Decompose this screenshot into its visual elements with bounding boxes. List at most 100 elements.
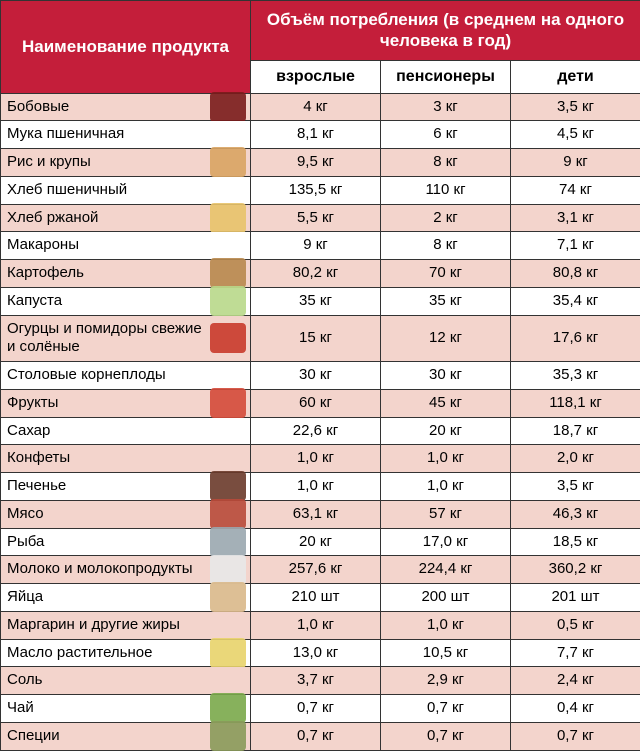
table-row: Огурцы и помидоры свежие и солёные15 кг1… — [1, 315, 640, 362]
table-row: Соль3,7 кг2,9 кг2,4 кг — [1, 667, 640, 695]
value-children: 17,6 кг — [511, 315, 640, 362]
product-name: Специи — [7, 727, 60, 744]
value-pensioners: 200 шт — [381, 584, 511, 612]
product-icon — [210, 582, 246, 612]
value-adults: 3,7 кг — [251, 667, 381, 695]
table-row: Яйца210 шт200 шт201 шт — [1, 584, 640, 612]
product-name-cell: Макароны — [1, 232, 251, 260]
product-name: Столовые корнеплоды — [7, 366, 166, 383]
product-name-cell: Маргарин и другие жиры — [1, 611, 251, 639]
product-name-cell: Рыба — [1, 528, 251, 556]
product-icon — [210, 147, 246, 177]
value-pensioners: 1,0 кг — [381, 445, 511, 473]
product-name: Рис и крупы — [7, 153, 91, 170]
value-children: 3,1 кг — [511, 204, 640, 232]
value-pensioners: 57 кг — [381, 500, 511, 528]
value-children: 74 кг — [511, 176, 640, 204]
value-pensioners: 10,5 кг — [381, 639, 511, 667]
value-adults: 257,6 кг — [251, 556, 381, 584]
value-adults: 1,0 кг — [251, 445, 381, 473]
table-row: Конфеты1,0 кг1,0 кг2,0 кг — [1, 445, 640, 473]
product-name-cell: Конфеты — [1, 445, 251, 473]
product-name-cell: Фрукты — [1, 389, 251, 417]
header-pensioners: пенсионеры — [381, 60, 511, 93]
header-volume: Объём потребления (в среднем на одного ч… — [251, 1, 640, 61]
value-adults: 30 кг — [251, 362, 381, 390]
value-adults: 1,0 кг — [251, 611, 381, 639]
value-children: 360,2 кг — [511, 556, 640, 584]
value-children: 201 шт — [511, 584, 640, 612]
product-name: Масло растительное — [7, 644, 152, 661]
value-children: 7,7 кг — [511, 639, 640, 667]
product-icon — [210, 286, 246, 316]
value-children: 18,5 кг — [511, 528, 640, 556]
value-adults: 5,5 кг — [251, 204, 381, 232]
value-pensioners: 1,0 кг — [381, 611, 511, 639]
product-icon — [210, 203, 246, 233]
product-name: Сахар — [7, 422, 50, 439]
product-icon — [210, 499, 246, 529]
product-name: Картофель — [7, 264, 84, 281]
value-pensioners: 224,4 кг — [381, 556, 511, 584]
consumption-table: Наименование продукта Объём потребления … — [0, 0, 640, 751]
table-row: Мука пшеничная8,1 кг6 кг4,5 кг — [1, 121, 640, 149]
value-adults: 20 кг — [251, 528, 381, 556]
product-name-cell: Хлеб ржаной — [1, 204, 251, 232]
value-adults: 13,0 кг — [251, 639, 381, 667]
product-name-cell: Молоко и молокопродукты — [1, 556, 251, 584]
table-row: Рыба20 кг17,0 кг18,5 кг — [1, 528, 640, 556]
product-name-cell: Масло растительное — [1, 639, 251, 667]
value-children: 2,0 кг — [511, 445, 640, 473]
product-name: Молоко и молокопродукты — [7, 560, 193, 577]
value-pensioners: 0,7 кг — [381, 695, 511, 723]
value-adults: 63,1 кг — [251, 500, 381, 528]
product-name: Конфеты — [7, 449, 70, 466]
product-name: Капуста — [7, 292, 62, 309]
product-icon — [210, 527, 246, 557]
product-icon — [210, 721, 246, 751]
value-children: 46,3 кг — [511, 500, 640, 528]
value-adults: 80,2 кг — [251, 260, 381, 288]
product-name: Мука пшеничная — [7, 125, 124, 142]
product-name: Макароны — [7, 236, 79, 253]
value-pensioners: 20 кг — [381, 417, 511, 445]
table-row: Молоко и молокопродукты 257,6 кг224,4 кг3… — [1, 556, 640, 584]
product-name: Чай — [7, 699, 34, 716]
value-children: 3,5 кг — [511, 93, 640, 121]
value-children: 0,4 кг — [511, 695, 640, 723]
value-pensioners: 8 кг — [381, 232, 511, 260]
value-children: 80,8 кг — [511, 260, 640, 288]
table-row: Маргарин и другие жиры1,0 кг1,0 кг0,5 кг — [1, 611, 640, 639]
header-adults: взрослые — [251, 60, 381, 93]
product-icon — [210, 693, 246, 723]
table-row: Мясо63,1 кг57 кг46,3 кг — [1, 500, 640, 528]
product-name: Хлеб ржаной — [7, 209, 98, 226]
value-children: 3,5 кг — [511, 473, 640, 501]
table-row: Картофель 80,2 кг70 кг80,8 кг — [1, 260, 640, 288]
value-pensioners: 6 кг — [381, 121, 511, 149]
product-name-cell: Чай — [1, 695, 251, 723]
value-pensioners: 12 кг — [381, 315, 511, 362]
value-pensioners: 17,0 кг — [381, 528, 511, 556]
value-adults: 9 кг — [251, 232, 381, 260]
product-icon — [210, 388, 246, 418]
value-pensioners: 110 кг — [381, 176, 511, 204]
value-children: 9 кг — [511, 149, 640, 177]
product-name: Хлеб пшеничный — [7, 181, 127, 198]
table-row: Макароны 9 кг8 кг7,1 кг — [1, 232, 640, 260]
product-name-cell: Сахар — [1, 417, 251, 445]
value-pensioners: 1,0 кг — [381, 473, 511, 501]
value-adults: 15 кг — [251, 315, 381, 362]
table-row: Хлеб ржаной5,5 кг2 кг3,1 кг — [1, 204, 640, 232]
value-pensioners: 70 кг — [381, 260, 511, 288]
value-children: 7,1 кг — [511, 232, 640, 260]
product-name-cell: Соль — [1, 667, 251, 695]
product-name: Бобовые — [7, 98, 69, 115]
value-adults: 9,5 кг — [251, 149, 381, 177]
product-name: Фрукты — [7, 394, 58, 411]
header-product: Наименование продукта — [1, 1, 251, 94]
header-children: дети — [511, 60, 640, 93]
value-children: 18,7 кг — [511, 417, 640, 445]
product-name-cell: Рис и крупы — [1, 149, 251, 177]
product-name-cell: Капуста — [1, 287, 251, 315]
